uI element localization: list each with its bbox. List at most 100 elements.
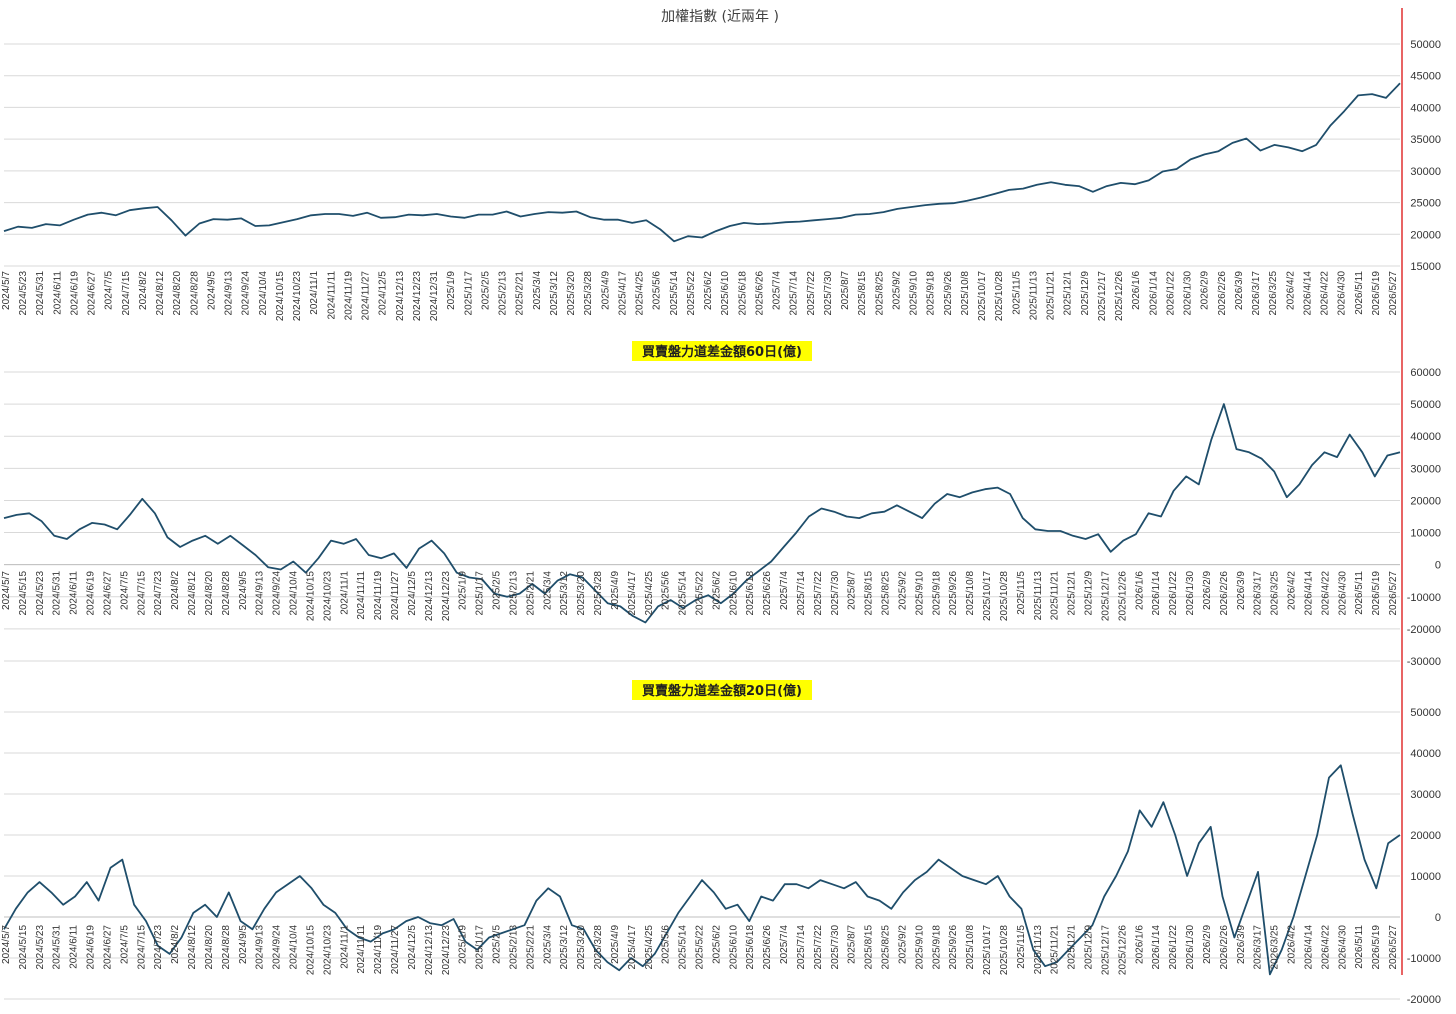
x-tick-label: 2024/11/11 bbox=[356, 571, 367, 620]
x-tick-label: 2024/8/20 bbox=[204, 925, 215, 970]
x-tick-label: 2024/12/13 bbox=[424, 925, 435, 975]
x-tick-label: 2025/3/12 bbox=[549, 271, 560, 316]
y-tick-label: 25000 bbox=[1410, 198, 1441, 210]
x-tick-label: 2024/5/7 bbox=[1, 571, 12, 610]
x-tick-label: 2025/1/9 bbox=[446, 271, 457, 310]
x-tick-label: 2025/1/17 bbox=[475, 571, 486, 616]
x-tick-label: 2025/2/5 bbox=[492, 925, 503, 964]
x-tick-label: 2026/4/14 bbox=[1302, 271, 1313, 316]
x-tick-label: 2025/3/20 bbox=[566, 271, 577, 316]
x-tick-label: 2024/8/28 bbox=[189, 271, 200, 316]
x-tick-label: 2024/8/12 bbox=[187, 571, 198, 616]
x-tick-label: 2024/12/5 bbox=[407, 571, 418, 616]
x-tick-label: 2025/6/2 bbox=[711, 925, 722, 964]
x-tick-label: 2026/1/6 bbox=[1134, 925, 1145, 964]
x-tick-label: 2026/3/25 bbox=[1270, 571, 1281, 616]
y-tick-label: 10000 bbox=[1410, 871, 1441, 883]
x-tick-label: 2026/4/30 bbox=[1337, 571, 1348, 616]
x-tick-label: 2025/1/17 bbox=[463, 271, 474, 316]
x-tick-label: 2026/5/27 bbox=[1388, 925, 1399, 970]
title-highlight-60d bbox=[632, 341, 812, 361]
x-tick-label: 2024/11/1 bbox=[339, 571, 350, 615]
x-tick-label: 2025/6/26 bbox=[754, 271, 765, 316]
x-tick-label: 2025/12/17 bbox=[1101, 925, 1112, 975]
x-tick-label: 2025/9/26 bbox=[948, 925, 959, 970]
x-tick-label: 2024/9/5 bbox=[238, 925, 249, 964]
x-tick-label: 2025/7/30 bbox=[830, 571, 841, 616]
x-tick-label: 2024/6/19 bbox=[86, 925, 97, 970]
x-tick-label: 2025/7/4 bbox=[779, 571, 790, 610]
x-tick-label: 2025/3/20 bbox=[576, 571, 587, 616]
x-tick-label: 2024/7/5 bbox=[119, 925, 130, 964]
x-tick-label: 2026/1/14 bbox=[1151, 925, 1162, 970]
y-tick-label: 30000 bbox=[1410, 463, 1441, 475]
x-tick-label: 2025/7/30 bbox=[830, 925, 841, 970]
x-tick-label: 2024/12/5 bbox=[407, 925, 418, 970]
x-tick-label: 2024/11/27 bbox=[361, 271, 372, 321]
x-tick-label: 2025/5/22 bbox=[695, 925, 706, 970]
x-tick-label: 2024/8/28 bbox=[221, 925, 232, 970]
y-tick-label: 50000 bbox=[1410, 39, 1441, 51]
x-tick-label: 2025/9/26 bbox=[948, 571, 959, 616]
x-tick-label: 2024/11/19 bbox=[344, 271, 355, 321]
x-tick-label: 2025/8/7 bbox=[847, 571, 858, 610]
x-tick-label: 2025/9/2 bbox=[891, 271, 902, 310]
x-tick-label: 2024/12/13 bbox=[424, 571, 435, 621]
x-tick-label: 2025/3/4 bbox=[542, 925, 553, 964]
x-tick-label: 2024/6/19 bbox=[70, 271, 81, 316]
x-tick-label: 2025/4/25 bbox=[635, 271, 646, 316]
x-tick-label: 2024/12/23 bbox=[412, 271, 423, 321]
x-tick-label: 2024/10/23 bbox=[322, 925, 333, 975]
x-tick-label: 2025/4/17 bbox=[627, 925, 638, 970]
x-tick-label: 2026/3/17 bbox=[1253, 571, 1264, 616]
x-tick-label: 2025/5/6 bbox=[652, 271, 663, 310]
x-tick-label: 2024/5/15 bbox=[18, 925, 29, 970]
x-tick-label: 2026/5/19 bbox=[1371, 925, 1382, 970]
x-tick-label: 2024/5/31 bbox=[35, 271, 46, 316]
x-tick-label: 2026/1/14 bbox=[1151, 571, 1162, 616]
x-tick-label: 2025/7/22 bbox=[806, 271, 817, 316]
x-tick-label: 2026/5/11 bbox=[1354, 925, 1365, 969]
y-tick-label: -30000 bbox=[1407, 656, 1441, 668]
x-tick-label: 2026/2/9 bbox=[1202, 571, 1213, 610]
x-tick-label: 2025/2/13 bbox=[508, 925, 519, 970]
x-tick-label: 2025/7/14 bbox=[796, 571, 807, 616]
x-tick-label: 2025/3/4 bbox=[542, 571, 553, 610]
x-tick-label: 2025/5/22 bbox=[695, 571, 706, 616]
x-tick-label: 2025/9/10 bbox=[914, 571, 925, 616]
x-tick-label: 2025/6/18 bbox=[745, 571, 756, 616]
x-tick-label: 2025/8/15 bbox=[864, 925, 875, 970]
x-tick-label: 2025/3/12 bbox=[559, 571, 570, 616]
x-tick-label: 2024/10/4 bbox=[258, 271, 269, 316]
x-tick-label: 2026/1/22 bbox=[1168, 571, 1179, 616]
x-tick-label: 2025/12/26 bbox=[1117, 571, 1128, 621]
x-tick-label: 2024/9/13 bbox=[255, 571, 266, 616]
x-tick-label: 2025/10/8 bbox=[960, 271, 971, 316]
x-tick-label: 2024/5/23 bbox=[18, 271, 29, 316]
x-tick-label: 2026/4/2 bbox=[1287, 571, 1298, 610]
x-tick-label: 2024/10/23 bbox=[322, 571, 333, 621]
x-tick-label: 2025/2/5 bbox=[492, 571, 503, 610]
x-tick-label: 2025/3/28 bbox=[583, 271, 594, 316]
x-tick-label: 2024/11/11 bbox=[356, 925, 367, 974]
x-tick-label: 2024/11/19 bbox=[373, 571, 384, 621]
x-tick-label: 2026/4/30 bbox=[1337, 925, 1348, 970]
x-tick-label: 2025/4/25 bbox=[644, 571, 655, 616]
x-tick-label: 2026/4/14 bbox=[1303, 571, 1314, 616]
x-tick-label: 2025/8/7 bbox=[840, 271, 851, 310]
x-tick-label: 2026/1/30 bbox=[1185, 925, 1196, 970]
panel-20d: -20000 -10000 0 10000 20000 30000 40000 50000 20… bbox=[1, 707, 1441, 1006]
x-tick-label: 2025/6/26 bbox=[762, 925, 773, 970]
x-tick-label: 2024/5/23 bbox=[35, 925, 46, 970]
x-tick-label: 2024/5/31 bbox=[52, 571, 63, 616]
x-tick-label: 2024/11/11 bbox=[326, 271, 337, 320]
x-tick-label: 2025/11/5 bbox=[1011, 271, 1022, 315]
x-tick-label: 2026/3/17 bbox=[1251, 271, 1262, 316]
x-tick-label: 2026/3/25 bbox=[1268, 271, 1279, 316]
x-tick-label: 2025/10/28 bbox=[994, 271, 1005, 321]
x-tick-label: 2026/5/19 bbox=[1371, 571, 1382, 616]
x-tick-label: 2025/12/17 bbox=[1101, 571, 1112, 621]
x-tick-label: 2025/6/18 bbox=[745, 925, 756, 970]
x-tick-label: 2024/9/5 bbox=[207, 271, 218, 310]
